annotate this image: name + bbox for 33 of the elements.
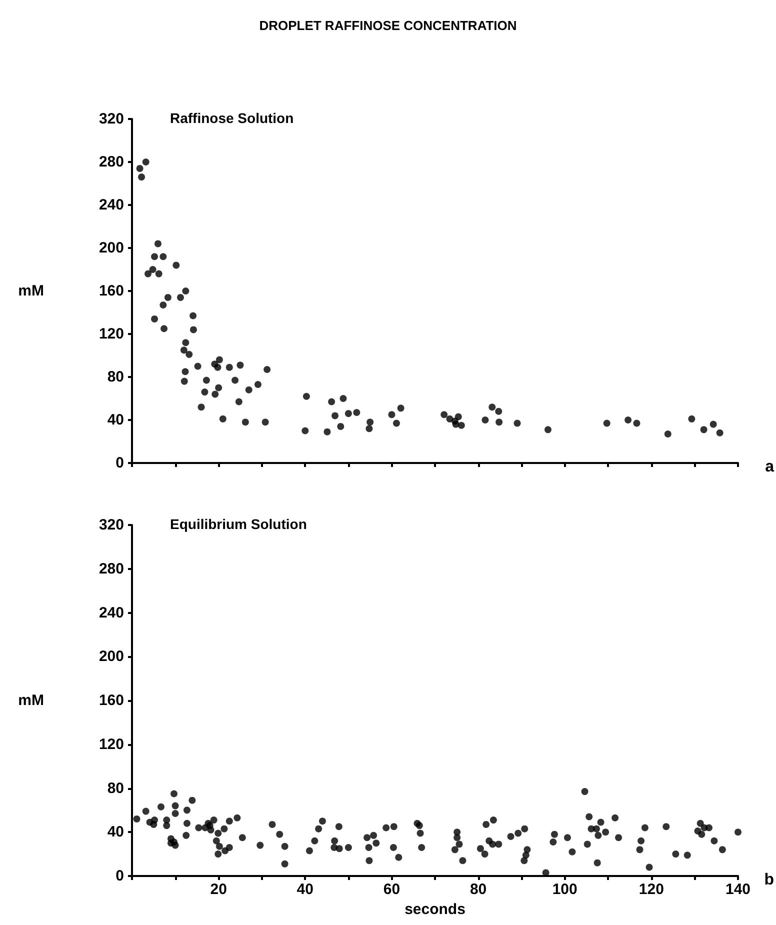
- y-tick-label: 160: [98, 692, 124, 709]
- y-tick-label: 320: [98, 516, 124, 534]
- y-tick-label: 200: [98, 648, 124, 666]
- text: b: [764, 872, 774, 888]
- y-tick-label: 80: [107, 368, 124, 386]
- x-tick-label: 140: [725, 881, 751, 898]
- y-tick-label: 40: [107, 412, 124, 428]
- y-tick-label: 160: [98, 282, 124, 300]
- chart-subtitle: Raffinose Solution: [170, 110, 294, 126]
- y-tick-label: 240: [98, 196, 124, 214]
- y-axis-title: mM: [18, 692, 44, 709]
- y-tick-label: 0: [116, 454, 124, 472]
- x-tick-label: 40: [296, 881, 314, 898]
- x-tick-label: 80: [470, 881, 487, 898]
- y-tick-label: 280: [98, 560, 124, 578]
- text: a: [765, 458, 774, 476]
- y-tick-label: 120: [98, 736, 124, 753]
- y-tick-label: 120: [98, 326, 124, 342]
- x-axis-title: seconds: [404, 900, 466, 918]
- y-tick-label: 280: [98, 154, 124, 170]
- y-tick-label: 240: [98, 604, 124, 622]
- chart-title: Equilibrium Solution: [170, 516, 307, 532]
- x-tick-label: 100: [552, 881, 578, 898]
- y-tick-label: 40: [107, 824, 124, 841]
- x-tick-label: 20: [210, 881, 227, 898]
- y-tick-label: 0: [116, 868, 124, 884]
- y-tick-label: 320: [98, 110, 124, 128]
- y-axis-title: mM: [18, 282, 44, 300]
- y-tick-label: 80: [107, 780, 124, 797]
- chart-title: DROPLET RAFFINOSE CONCENTRATION: [259, 18, 517, 33]
- x-tick-label: 120: [638, 881, 664, 898]
- y-tick-label: 200: [98, 240, 124, 256]
- x-tick-label: 60: [383, 881, 400, 898]
